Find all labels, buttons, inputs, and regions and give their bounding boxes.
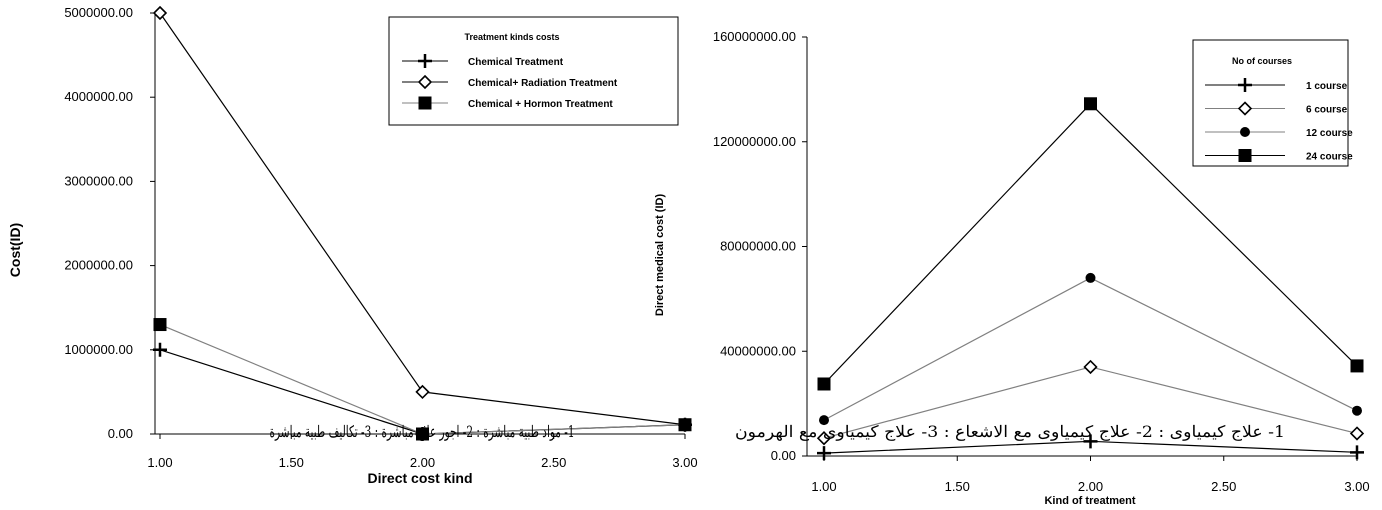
legend-label: 6 course <box>1306 105 1348 116</box>
data-point <box>819 415 829 426</box>
x-tick-label: 1.00 <box>147 455 172 470</box>
data-point <box>816 431 832 446</box>
series-1 <box>817 434 1364 461</box>
legend-marker <box>417 74 433 90</box>
legend-label: Chemical+ Radiation Treatment <box>468 78 618 89</box>
y-tick-label: 1000000.00 <box>64 342 133 357</box>
y-axis-title: Direct medical cost (ID) <box>654 194 666 317</box>
x-ticks: 1.00 1.50 2.00 2.50 3.00 <box>147 434 698 470</box>
x-tick-label: 2.50 <box>1211 479 1236 494</box>
legend-label: 1 course <box>1306 81 1348 92</box>
series-3 <box>153 318 692 441</box>
legend-marker <box>1238 78 1252 92</box>
annotation-text: 1- علاج كيمياوى : 2- علاج كيمياوى مع الا… <box>735 422 1285 441</box>
legend-item: 6 course <box>1205 101 1348 116</box>
x-tick-label: 1.50 <box>945 479 970 494</box>
data-point <box>678 418 692 432</box>
data-point <box>1352 405 1362 416</box>
data-point <box>1350 445 1364 460</box>
y-ticks: 0.00 40000000.00 80000000.00 120000000.00 16… <box>713 29 807 463</box>
y-tick-label: 0.00 <box>108 426 133 441</box>
legend-label: 24 course <box>1306 152 1353 163</box>
legend-box <box>388 16 679 126</box>
plot-series <box>152 5 693 441</box>
x-tick-label: 2.50 <box>541 455 566 470</box>
x-axis-title: Direct cost kind <box>367 470 472 486</box>
series-2 <box>152 5 693 432</box>
right-chart: 0.00 40000000.00 80000000.00 120000000.00 16… <box>654 29 1370 507</box>
y-axis-title: Cost(ID) <box>7 223 23 277</box>
y-tick-label: 160000000.00 <box>713 29 796 44</box>
legend-items: Chemical Treatment Chemical+ Radiation Tr… <box>402 54 618 110</box>
legend-marker <box>418 96 432 110</box>
y-tick-label: 80000000.00 <box>720 239 796 254</box>
series-line <box>159 323 686 435</box>
annotation-text: 1- مواد طبية مباشرة : 2- اجور علاج مباشر… <box>270 422 575 441</box>
y-tick-label: 5000000.00 <box>64 5 133 20</box>
legend-item: 1 course <box>1205 78 1348 92</box>
x-tick-label: 1.00 <box>811 479 836 494</box>
x-tick-label: 2.00 <box>1078 479 1103 494</box>
data-point <box>1350 359 1364 373</box>
legend-marker <box>1238 149 1252 162</box>
legend: No of courses 1 course 6 course 12 course 2… <box>1192 39 1353 167</box>
x-ticks: 1.00 1.50 2.00 2.50 3.00 <box>811 456 1370 494</box>
y-tick-label: 120000000.00 <box>713 134 796 149</box>
y-tick-label: 4000000.00 <box>64 89 133 104</box>
legend-marker <box>1237 101 1253 116</box>
legend-item: 12 course <box>1205 127 1353 139</box>
data-point <box>1085 272 1096 283</box>
y-tick-label: 0.00 <box>771 448 796 463</box>
data-point <box>817 377 831 391</box>
legend-title: Treatment kinds costs <box>464 32 559 42</box>
legend-title: No of courses <box>1232 56 1292 66</box>
y-tick-label: 40000000.00 <box>720 343 796 358</box>
data-point <box>1349 426 1365 441</box>
series-4 <box>817 97 1364 391</box>
legend-item: Chemical Treatment <box>402 54 564 68</box>
legend: Treatment kinds costs Chemical Treatment… <box>388 16 679 126</box>
legend-marker <box>1240 127 1250 137</box>
x-tick-label: 2.00 <box>410 455 435 470</box>
plot-series <box>816 97 1365 461</box>
x-tick-label: 1.50 <box>279 455 304 470</box>
y-tick-label: 2000000.00 <box>64 258 133 273</box>
legend-items: 1 course 6 course 12 course 24 course <box>1205 78 1353 163</box>
legend-marker <box>418 54 432 68</box>
legend-item: 24 course <box>1205 149 1353 163</box>
legend-label: Chemical Treatment <box>468 57 564 68</box>
x-axis-title: Kind of treatment <box>1044 495 1135 507</box>
data-point <box>152 5 168 21</box>
data-point <box>1083 359 1098 375</box>
data-point <box>1083 434 1098 449</box>
legend-item: Chemical+ Radiation Treatment <box>402 74 618 90</box>
x-tick-label: 3.00 <box>672 455 697 470</box>
data-point <box>415 384 430 400</box>
data-point <box>817 446 831 461</box>
series-2 <box>816 359 1365 446</box>
data-point <box>153 318 167 332</box>
left-chart: 0.00 1000000.00 2000000.00 3000000.00 400000… <box>7 5 698 486</box>
legend-item: Chemical + Hormon Treatment <box>402 96 613 110</box>
legend-label: Chemical + Hormon Treatment <box>468 99 613 110</box>
y-tick-label: 3000000.00 <box>64 173 133 188</box>
legend-box <box>1192 39 1349 167</box>
y-ticks: 0.00 1000000.00 2000000.00 3000000.00 400000… <box>64 5 155 441</box>
legend-label: 12 course <box>1306 128 1353 139</box>
x-tick-label: 3.00 <box>1344 479 1369 494</box>
data-point <box>416 427 429 441</box>
data-point <box>153 342 167 357</box>
series-3 <box>819 272 1362 426</box>
data-point <box>1084 97 1097 111</box>
